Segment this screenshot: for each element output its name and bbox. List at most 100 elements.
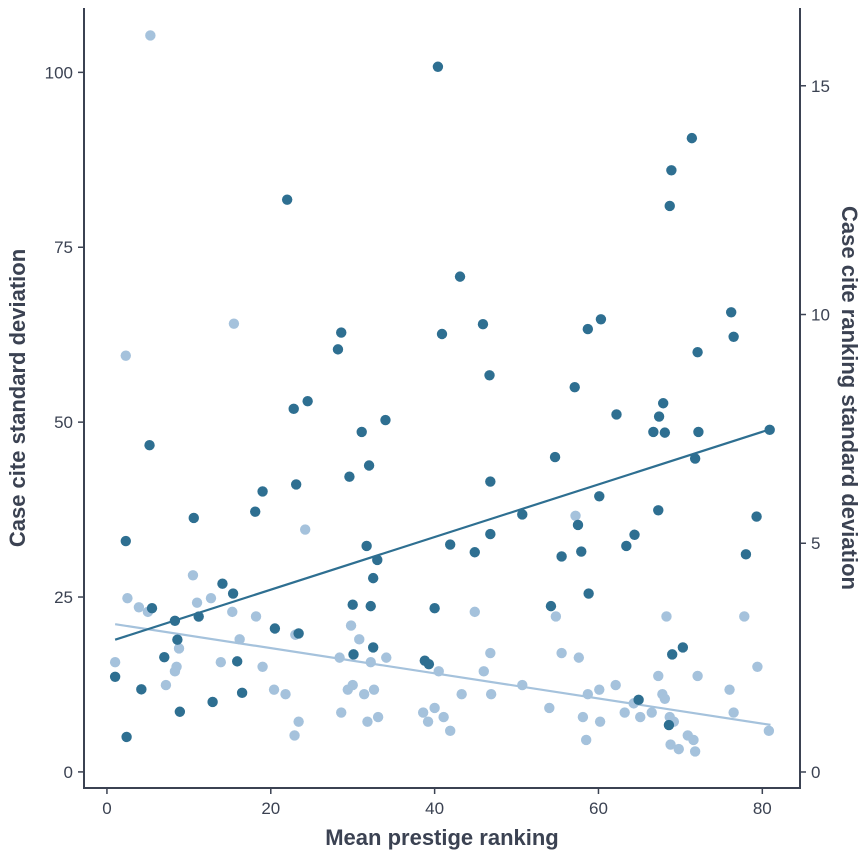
cite-sd-point bbox=[217, 578, 228, 589]
cite-sd-point bbox=[629, 529, 640, 540]
cite-sd-point bbox=[269, 623, 281, 634]
ranking-sd-point bbox=[653, 670, 664, 682]
cite-sd-point bbox=[751, 511, 762, 522]
y-tick-label: 100 bbox=[45, 63, 73, 82]
ranking-sd-point bbox=[728, 707, 739, 718]
cite-sd-point bbox=[653, 505, 664, 516]
cite-sd-point bbox=[693, 426, 704, 438]
cite-sd-point bbox=[484, 370, 495, 381]
ranking-sd-point bbox=[763, 725, 775, 737]
cite-sd-point bbox=[109, 671, 121, 682]
cite-sd-point bbox=[444, 539, 456, 550]
ranking-sd-point bbox=[610, 679, 621, 691]
cite-sd-point bbox=[659, 427, 671, 438]
x-tick-label: 0 bbox=[102, 799, 111, 818]
cite-sd-point bbox=[207, 696, 218, 708]
cite-sd-point bbox=[677, 642, 689, 653]
ranking-sd-point bbox=[365, 656, 376, 668]
ranking-sd-point bbox=[133, 602, 145, 613]
cite-sd-point bbox=[188, 512, 199, 524]
cite-sd-point bbox=[664, 200, 675, 212]
ranking-sd-point bbox=[257, 661, 268, 672]
ranking-sd-point bbox=[187, 570, 199, 581]
cite-sd-point bbox=[423, 658, 435, 670]
ranking-sd-point bbox=[673, 743, 684, 755]
ranking-sd-point bbox=[665, 739, 676, 750]
cite-sd-point bbox=[436, 328, 448, 340]
y-axis-title: Case cite standard deviation bbox=[5, 249, 30, 547]
ranking-sd-point bbox=[268, 684, 280, 695]
cite-sd-point bbox=[686, 132, 698, 144]
ranking-sd-point bbox=[485, 647, 496, 659]
ranking-sd-point bbox=[289, 730, 300, 741]
ranking-sd-point bbox=[556, 647, 567, 659]
ranking-sd-point bbox=[422, 716, 434, 727]
ranking-sd-point bbox=[160, 679, 172, 691]
cite-sd-point bbox=[336, 327, 347, 338]
ranking-sd-point bbox=[580, 734, 592, 746]
ranking-sd-point bbox=[417, 707, 429, 718]
ranking-sd-point bbox=[109, 656, 121, 668]
ranking-sd-point bbox=[429, 702, 440, 714]
ranking-sd-point bbox=[227, 606, 238, 618]
cite-sd-point bbox=[595, 314, 607, 325]
cite-sd-point bbox=[193, 611, 204, 622]
y2-tick-label: 5 bbox=[811, 534, 820, 553]
cite-sd-point bbox=[356, 426, 367, 438]
ranking-sd-point bbox=[299, 524, 311, 535]
cite-sd-point bbox=[689, 453, 701, 464]
ranking-sd-point bbox=[358, 689, 370, 700]
cite-sd-point bbox=[432, 61, 444, 72]
cite-sd-trendline bbox=[114, 428, 771, 641]
ranking-sd-point bbox=[619, 707, 630, 718]
x-tick-label: 20 bbox=[261, 799, 280, 818]
cite-sd-point bbox=[288, 403, 299, 415]
cite-sd-point bbox=[227, 588, 239, 599]
ranking-sd-point bbox=[577, 711, 589, 723]
ranking-sd-point bbox=[689, 746, 701, 757]
cite-sd-point bbox=[653, 411, 665, 422]
points-layer bbox=[109, 30, 775, 757]
cite-sd-point bbox=[347, 599, 358, 610]
cite-sd-point bbox=[666, 165, 677, 176]
cite-sd-point bbox=[545, 600, 557, 612]
ranking-sd-point bbox=[334, 652, 345, 663]
cite-sd-point bbox=[361, 540, 372, 552]
cite-sd-point bbox=[764, 424, 775, 436]
y-tick-label: 50 bbox=[54, 413, 73, 432]
cite-sd-point bbox=[332, 344, 344, 355]
ranking-sd-point bbox=[478, 666, 489, 677]
ranking-sd-point bbox=[485, 689, 497, 700]
cite-sd-point bbox=[367, 642, 379, 653]
cite-sd-point bbox=[728, 331, 739, 342]
ticks-layer: 0 20 40 60 80 0 25 50 75 100 0 5 10 15 bbox=[45, 63, 830, 818]
cite-sd-point bbox=[692, 346, 703, 358]
ranking-sd-point bbox=[724, 684, 735, 695]
cite-sd-point bbox=[231, 656, 243, 667]
cite-sd-point bbox=[517, 509, 528, 520]
ranking-sd-point bbox=[354, 634, 365, 645]
cite-sd-point bbox=[348, 649, 359, 660]
cite-sd-point bbox=[121, 731, 132, 743]
y-tick-label: 0 bbox=[64, 763, 73, 782]
cite-sd-point bbox=[569, 381, 580, 393]
ranking-sd-point bbox=[659, 693, 671, 704]
y2-axis-title: Case cite ranking standard deviation bbox=[837, 206, 862, 590]
cite-sd-point bbox=[663, 719, 675, 731]
ranking-sd-point bbox=[345, 620, 357, 631]
x-tick-label: 40 bbox=[425, 799, 444, 818]
cite-sd-point bbox=[454, 271, 466, 282]
ranking-sd-point bbox=[280, 689, 291, 700]
cite-sd-point bbox=[236, 687, 248, 699]
ranking-sd-point bbox=[469, 606, 480, 618]
ranking-sd-point bbox=[145, 30, 156, 41]
cite-sd-point bbox=[159, 651, 170, 663]
ranking-sd-point bbox=[635, 711, 646, 723]
cite-sd-point bbox=[572, 519, 584, 531]
ranking-sd-point bbox=[173, 643, 185, 654]
cite-sd-point bbox=[144, 440, 155, 451]
trendline-layer bbox=[114, 428, 771, 726]
cite-sd-point bbox=[594, 491, 605, 502]
cite-sd-point bbox=[549, 451, 561, 463]
ranking-sd-point bbox=[250, 611, 262, 622]
